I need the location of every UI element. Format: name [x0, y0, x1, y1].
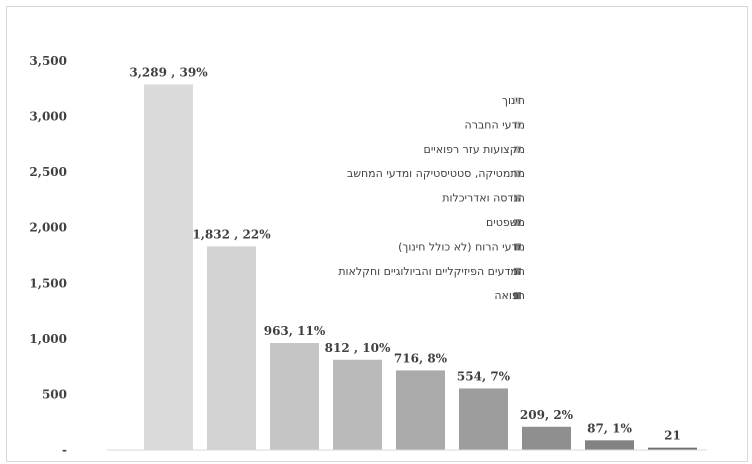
bar-data-label: 554, 7%	[457, 369, 511, 383]
y-tick-label: 1,500	[29, 276, 67, 290]
bar	[270, 342, 319, 450]
chart: - 500 1,000 1,500 2,000 2,500 3,000 3,500 3,289…	[6, 6, 748, 462]
legend-swatch	[514, 121, 521, 129]
legend-label: המדעים הפיזיקליים והביולוגיים וחקלאות	[338, 265, 525, 278]
bar-data-label: 716, 8%	[394, 351, 448, 365]
y-axis: - 500 1,000 1,500 2,000 2,500 3,000 3,500	[29, 54, 67, 457]
data-labels: 3,289 , 39% 1,832 , 22% 963, 11% 812 , 10%7…	[129, 65, 680, 442]
legend-swatch	[514, 170, 521, 178]
bar-chart-svg: - 500 1,000 1,500 2,000 2,500 3,000 3,500 3,289…	[29, 54, 707, 457]
y-tick-label: 1,000	[29, 332, 67, 346]
legend-swatch	[514, 145, 521, 153]
bar-data-label: 21	[664, 429, 681, 443]
y-tick-label: -	[62, 443, 67, 457]
bar-data-label: 963, 11%	[264, 324, 326, 338]
legend-swatch	[514, 267, 521, 275]
y-tick-label: 3,000	[29, 110, 67, 124]
legend-swatch	[514, 194, 521, 202]
legend-swatch	[514, 219, 521, 226]
legend-label: מדעי החברה	[465, 118, 525, 131]
legend-label: מדעי הרוח (לא כולל חינוך)	[398, 240, 525, 253]
legend-label: רפואה	[494, 289, 525, 302]
bar	[333, 359, 382, 450]
legend-label: מתמטיקה, סטטיסטיקה ומדעי המחשב	[347, 167, 525, 180]
bar	[396, 370, 445, 450]
y-tick-label: 3,500	[29, 54, 67, 68]
legend-label: מקצועות עזר רפואיים	[424, 143, 525, 156]
bar	[585, 440, 634, 450]
legend-swatch	[514, 97, 521, 104]
bar	[648, 447, 697, 450]
legend-swatch	[514, 292, 521, 300]
bar-data-label: 812 , 10%	[325, 341, 391, 355]
y-tick-label: 2,500	[29, 165, 67, 179]
bar-data-label: 1,832 , 22%	[192, 227, 271, 241]
bar-data-label: 87, 1%	[587, 421, 632, 435]
y-tick-label: 500	[42, 387, 67, 401]
bar	[522, 426, 571, 450]
legend-label: חינוך	[502, 94, 525, 107]
bar	[207, 246, 256, 450]
legend-label: הנדסה ואדריכלות	[442, 192, 525, 205]
bar-data-label: 209, 2%	[520, 408, 574, 422]
bar	[144, 84, 193, 450]
legend-label: משפטים	[486, 216, 525, 229]
bars	[144, 84, 697, 450]
legend-swatch	[514, 243, 521, 251]
y-tick-label: 2,000	[29, 221, 67, 235]
bar	[459, 388, 508, 450]
legend: חינוך מדעי החברה מקצועות עזר רפואיים מתמטיק…	[338, 94, 525, 302]
bar-data-label: 3,289 , 39%	[129, 65, 208, 79]
